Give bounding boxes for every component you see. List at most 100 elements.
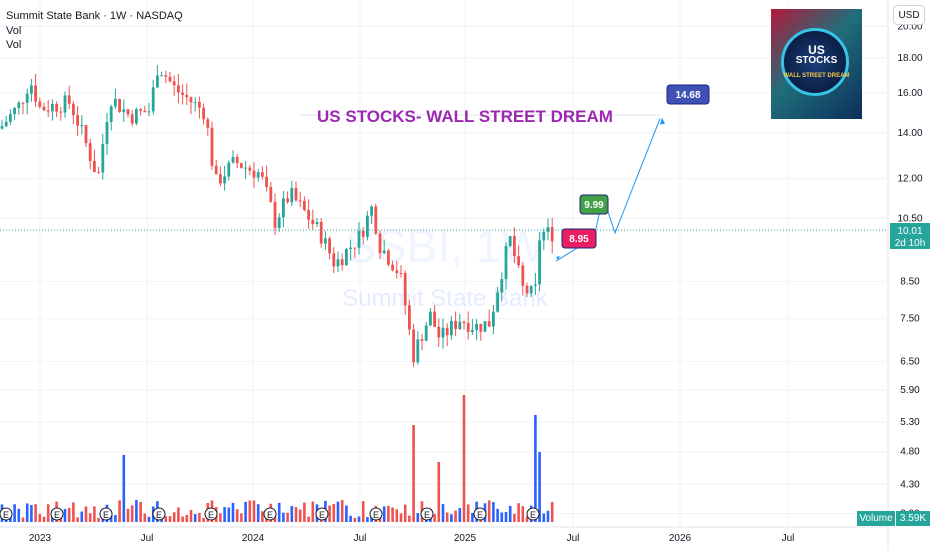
volume-bar: [408, 515, 411, 522]
candle-body: [416, 339, 420, 363]
candle-body: [525, 285, 529, 294]
volume-legend-2[interactable]: Vol: [6, 39, 22, 51]
earnings-marker-label: E: [319, 510, 325, 520]
candle-body: [156, 75, 159, 88]
candle-body: [403, 273, 407, 306]
volume-bar: [193, 514, 197, 522]
candle-body: [487, 321, 491, 327]
volume-tag-value: 3.59K: [896, 511, 930, 526]
volume-bar: [357, 516, 361, 522]
volume-bar: [471, 513, 474, 522]
candle-body: [374, 206, 378, 234]
volume-bar: [168, 516, 172, 522]
candle-body: [412, 329, 415, 363]
earnings-marker-label: E: [208, 510, 214, 520]
volume-bar: [387, 505, 390, 522]
volume-bar: [76, 517, 79, 522]
chart-title[interactable]: Summit State Bank · 1W · NASDAQ: [6, 10, 183, 22]
volume-bar: [508, 505, 512, 522]
candle-body: [38, 101, 42, 107]
volume-bar: [223, 507, 226, 522]
candle-body: [504, 246, 508, 280]
annotation-label: 8.95: [569, 234, 589, 245]
volume-bar: [67, 507, 71, 522]
candle-body: [542, 231, 546, 241]
time-tick-label: Jul: [141, 533, 154, 544]
volume-bar: [496, 508, 499, 522]
volume-bar: [34, 504, 37, 522]
volume-bar: [164, 516, 168, 522]
candle-body: [315, 221, 319, 225]
candle-body: [59, 111, 63, 113]
price-tick-label: 18.00: [897, 53, 922, 64]
volume-bar: [437, 462, 441, 522]
candle-body: [202, 107, 205, 120]
candle-body: [471, 330, 474, 333]
candle-body: [340, 259, 344, 265]
candle-body: [277, 217, 281, 228]
volume-bar: [542, 513, 546, 522]
candle-body: [0, 126, 4, 129]
candle-body: [429, 311, 432, 326]
volume-bar: [328, 505, 331, 522]
candle-body: [223, 176, 226, 184]
candle-body: [25, 93, 29, 103]
volume-bar: [30, 505, 33, 522]
candle-body: [46, 110, 50, 112]
logo-text-stocks: STOCKS: [795, 55, 838, 66]
candle-body: [391, 264, 394, 271]
volume-bar: [97, 517, 100, 522]
price-tick-label: 20.00: [897, 22, 922, 33]
candle-body: [454, 320, 457, 330]
candle-body: [517, 256, 520, 266]
candle-body: [307, 210, 310, 220]
volume-bar: [517, 503, 520, 522]
candle-body: [151, 87, 155, 112]
volume-bar: [361, 501, 365, 522]
volume-bar: [403, 504, 407, 522]
price-tick-label: 5.90: [900, 385, 920, 396]
earnings-marker-circle: [50, 507, 64, 521]
candle-body: [185, 94, 189, 98]
candle-body: [135, 109, 138, 124]
volume-bar: [546, 510, 550, 522]
candle-body: [4, 121, 8, 127]
volume-bar: [466, 504, 470, 522]
volume-legend-1[interactable]: Vol: [6, 25, 22, 37]
candle-body: [424, 325, 428, 341]
volume-bar: [454, 510, 457, 522]
candle-body: [30, 85, 33, 94]
candle-body: [63, 95, 67, 113]
volume-bar: [88, 513, 92, 522]
candle-body: [160, 75, 163, 77]
volume-bar: [513, 513, 516, 522]
volume-bar: [416, 513, 420, 522]
price-axis: 20.00 18.00 16.00 14.00 12.00 10.50 8.50 7.50 6.…: [887, 0, 923, 550]
volume-bar: [286, 512, 289, 522]
candle-body: [319, 221, 323, 244]
candle-body: [219, 174, 222, 184]
volume-bar: [42, 516, 46, 522]
currency-button[interactable]: USD: [893, 5, 925, 25]
candle-body: [76, 115, 79, 126]
volume-bar: [172, 512, 176, 522]
candle-body: [550, 227, 554, 242]
candle-body: [198, 101, 201, 108]
time-tick-label: Jul: [782, 533, 795, 544]
volume-bar: [63, 508, 67, 522]
volume-bar: [298, 509, 302, 522]
candle-body: [17, 102, 21, 108]
candle-body: [534, 284, 537, 286]
volume-bar: [382, 506, 386, 522]
candle-body: [420, 339, 424, 341]
earnings-marker-label: E: [3, 510, 9, 520]
candle-body: [240, 163, 243, 168]
volume-bar: [38, 513, 42, 522]
earnings-marker-circle: [526, 507, 540, 521]
volume-bar: [538, 452, 541, 522]
candle-body: [282, 198, 285, 218]
candle-body: [290, 188, 294, 203]
candle-body: [500, 279, 504, 293]
projection-arrowhead-end: [660, 117, 665, 125]
